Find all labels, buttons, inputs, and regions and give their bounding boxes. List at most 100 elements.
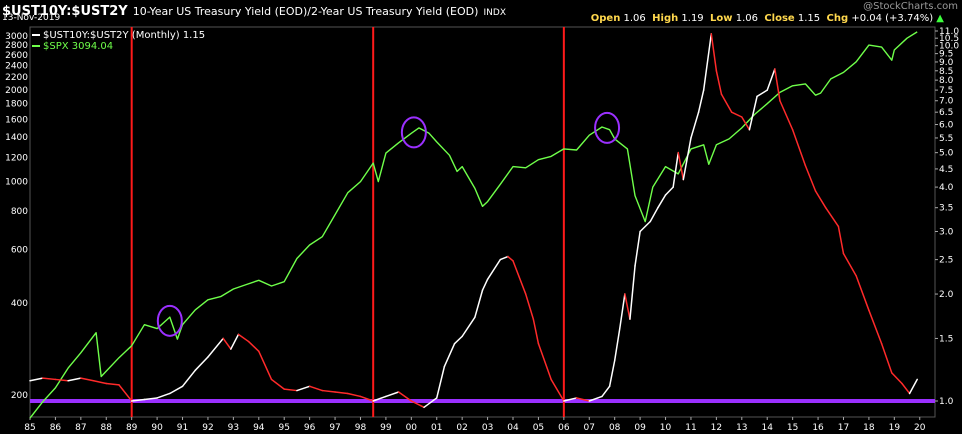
x-axis-tick-label: 06 <box>558 423 570 433</box>
ratio-line-segment <box>54 378 69 382</box>
ratio-line-segment <box>634 230 641 267</box>
right-axis-tick-label: 2.5 <box>939 256 953 266</box>
right-axis-tick-label: 7.0 <box>939 97 954 107</box>
ratio-line-segment <box>715 70 723 96</box>
ratio-line-segment <box>80 377 95 382</box>
ratio-line-segment <box>868 309 883 345</box>
chart-header: $UST10Y:$UST2Y 10-Year US Treasury Yield… <box>2 0 506 19</box>
x-axis-tick-label: 99 <box>380 423 392 433</box>
left-axis-tick-label: 2400 <box>5 62 28 72</box>
right-axis-tick-label: 3.0 <box>939 227 954 237</box>
left-axis-tick-label: 400 <box>11 299 28 309</box>
ratio-line-segment <box>619 293 626 330</box>
ratio-line-segment <box>601 385 611 398</box>
ratio-line-segment <box>613 327 621 362</box>
left-axis-tick-label: 3000 <box>5 32 28 42</box>
ratio-line-segment <box>486 258 502 281</box>
x-axis-tick-label: 85 <box>24 423 35 433</box>
highlight-circle <box>594 111 621 144</box>
ratio-line-segment <box>347 392 362 398</box>
x-axis-tick-label: 02 <box>456 423 467 433</box>
ratio-line-segment <box>682 137 692 181</box>
ratio-line-segment <box>563 397 578 402</box>
ratio-line-segment <box>443 342 456 368</box>
ratio-line-segment <box>105 382 120 386</box>
x-axis-tick-label: 14 <box>761 423 773 433</box>
left-axis-tick-label: 800 <box>11 207 28 217</box>
x-axis-tick-label: 05 <box>533 423 544 433</box>
ratio-line-segment <box>908 378 918 395</box>
ratio-line-segment <box>230 333 240 350</box>
plot-frame: 2004006008001000120014001600180020002200… <box>5 26 959 433</box>
ratio-line-segment <box>588 395 603 402</box>
right-axis-tick-label: 1.5 <box>939 334 953 344</box>
left-axis-tick-label: 1600 <box>5 115 28 125</box>
ratio-line-segment <box>690 111 700 139</box>
ratio-line-segment <box>283 388 298 392</box>
left-axis-tick-label: 2800 <box>5 41 28 51</box>
ratio-line-segment <box>359 395 374 402</box>
ratio-line-segment <box>143 397 158 401</box>
left-axis-tick-label: 1000 <box>5 178 28 188</box>
high-value: 1.19 <box>681 13 704 24</box>
right-axis-tick-label: 5.0 <box>939 149 954 159</box>
x-axis-tick-label: 11 <box>685 423 696 433</box>
x-axis-tick-label: 04 <box>507 423 519 433</box>
left-axis-tick-label: 2000 <box>5 86 28 96</box>
ratio-line-segment <box>837 225 845 255</box>
ratio-line-segment <box>512 260 527 295</box>
high-label: High <box>652 13 679 24</box>
right-axis-tick-label: 1.0 <box>939 397 954 407</box>
ratio-line-segment <box>247 340 260 353</box>
right-axis-tick-label: 4.5 <box>939 165 953 175</box>
chg-up-arrow-icon: ▲ <box>936 13 944 24</box>
ratio-line-segment <box>664 186 674 196</box>
x-axis-tick-label: 18 <box>863 423 875 433</box>
left-axis-tick-label: 1200 <box>5 153 28 163</box>
right-axis-tick-label: 9.5 <box>939 50 953 60</box>
ratio-line-segment <box>507 255 514 262</box>
ratio-line-segment <box>156 392 171 399</box>
ratio-line-segment <box>756 89 768 98</box>
left-axis-tick-label: 200 <box>11 391 28 401</box>
close-value: 1.15 <box>797 13 821 24</box>
ratio-line-segment <box>774 68 781 102</box>
ratio-line-segment <box>435 365 446 399</box>
legend-ratio-swatch <box>32 34 40 36</box>
right-axis-tick-label: 10.0 <box>939 42 959 52</box>
ratio-line-segment <box>748 95 758 131</box>
x-axis-tick-label: 20 <box>914 423 926 433</box>
ratio-line-segment <box>321 389 336 393</box>
left-axis-tick-label: 1400 <box>5 133 28 143</box>
left-axis-tick-label: 2600 <box>5 51 28 61</box>
right-axis-tick-label: 6.5 <box>939 108 953 118</box>
low-value: 1.06 <box>735 13 758 24</box>
x-axis-tick-label: 13 <box>736 423 747 433</box>
x-axis-tick-label: 92 <box>202 423 213 433</box>
highlight-circle <box>156 304 183 337</box>
x-axis-tick-label: 93 <box>228 423 239 433</box>
x-axis-tick-label: 86 <box>50 423 62 433</box>
ratio-line-segment <box>270 378 285 390</box>
right-axis-tick-label: 5.5 <box>939 134 953 144</box>
ratio-line-segment <box>779 99 794 131</box>
x-axis-tick-label: 16 <box>812 423 824 433</box>
x-axis-tick-label: 87 <box>75 423 86 433</box>
ratio-line-segment <box>118 384 133 402</box>
ratio-line-segment <box>258 350 273 381</box>
right-axis-tick-label: 9.0 <box>939 58 954 68</box>
ratio-line-segment <box>481 278 489 291</box>
right-axis-tick-label: 11.0 <box>939 27 959 37</box>
ratio-line-segment <box>629 265 636 320</box>
ratio-line-segment <box>710 33 718 72</box>
ratio-line-segment <box>791 129 807 167</box>
x-axis-tick-label: 00 <box>406 423 418 433</box>
ratio-line-segment <box>842 252 857 277</box>
x-axis-tick-label: 98 <box>355 423 367 433</box>
ratio-line-segment <box>814 190 827 209</box>
left-axis-tick-label: 600 <box>11 245 28 255</box>
right-axis-tick-label: 8.0 <box>939 76 954 86</box>
right-axis-tick-label: 8.5 <box>939 67 953 77</box>
ratio-line-segment <box>222 337 232 350</box>
